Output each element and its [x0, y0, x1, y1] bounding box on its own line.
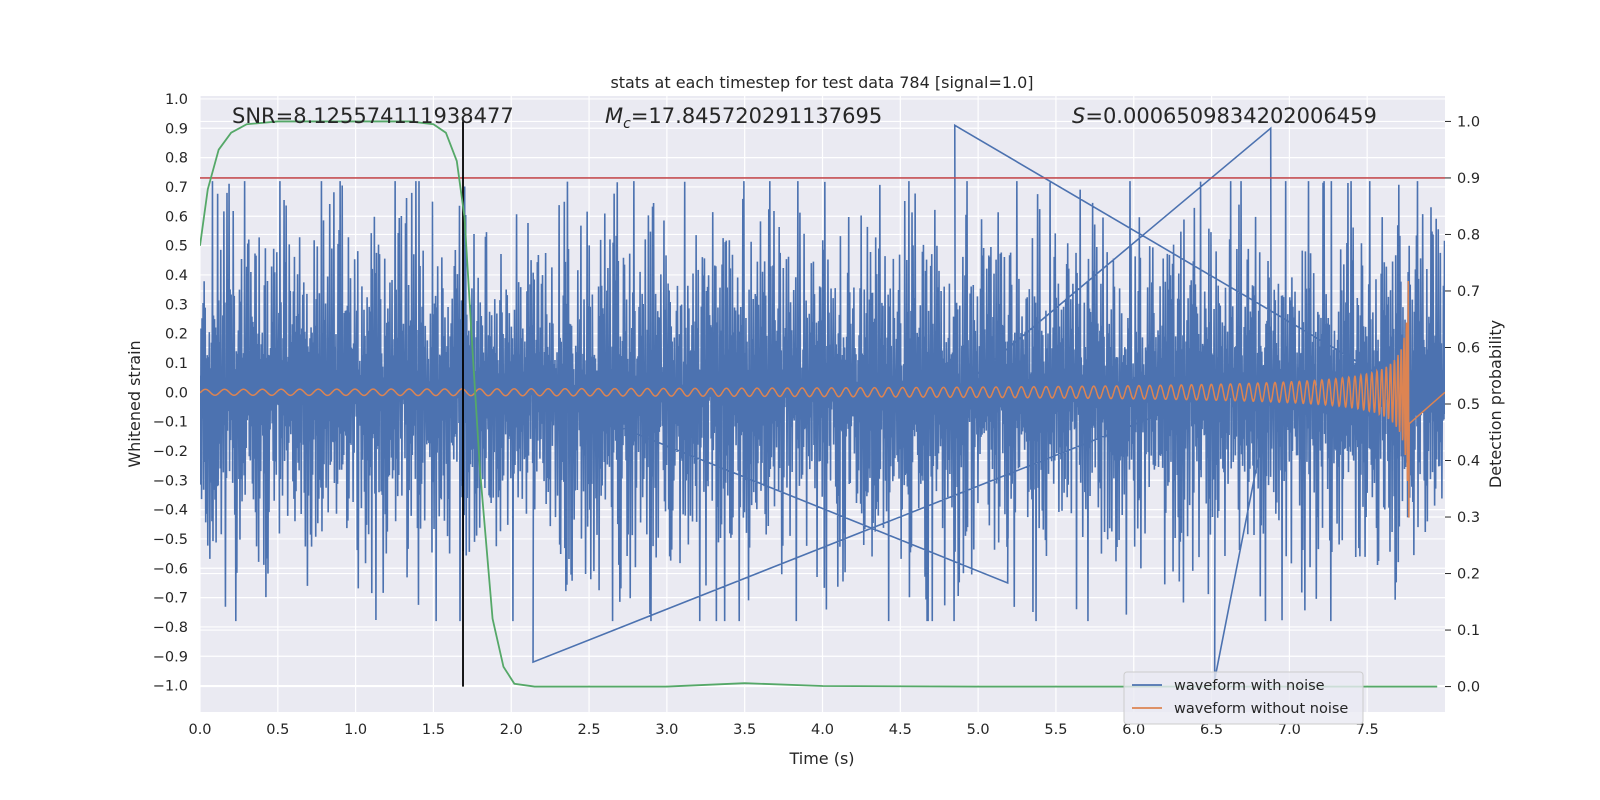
y-tick-label: −1.0: [153, 679, 188, 695]
y-tick-label: 0.7: [165, 180, 188, 196]
snr-annotation: SNR=8.125574111938477: [232, 104, 514, 128]
x-tick-label: 5.0: [967, 722, 990, 738]
x-tick-label: 0.5: [266, 722, 289, 738]
y2-tick-label: 1.0: [1457, 114, 1480, 130]
x-tick-label: 4.0: [811, 722, 834, 738]
y-tick-label: 0.9: [165, 121, 188, 137]
legend-label-clean: waveform without noise: [1174, 701, 1348, 717]
legend: waveform with noise waveform without noi…: [1123, 671, 1364, 725]
clean-waveform-line: [200, 280, 1445, 518]
y2-tick-label: 0.7: [1457, 284, 1480, 300]
y-tick-label: 0.3: [165, 297, 188, 313]
y2-tick-label: 0.0: [1457, 680, 1480, 696]
y2-tick-label: 0.6: [1457, 340, 1480, 356]
x-tick-label: 0.0: [188, 722, 211, 738]
chirp-mass-annotation: Mc=17.845720291137695: [605, 104, 882, 132]
legend-box: [1123, 671, 1364, 725]
y2-tick-label: 0.3: [1457, 510, 1480, 526]
y2-tick-label: 0.4: [1457, 454, 1480, 470]
y2-tick-label: 0.9: [1457, 171, 1480, 187]
y-tick-label: 0.8: [165, 151, 188, 167]
x-tick-label: 7.5: [1356, 722, 1379, 738]
y-tick-label: 0.4: [165, 268, 188, 284]
y2-tick-label: 0.5: [1457, 397, 1480, 413]
y-tick-label: −0.4: [153, 503, 188, 519]
x-tick-label: 1.5: [422, 722, 445, 738]
y-tick-label: 0.5: [165, 239, 188, 255]
y2-tick-label: 0.1: [1457, 623, 1480, 639]
x-tick-label: 2.0: [500, 722, 523, 738]
plot-content: [200, 120, 1445, 688]
x-tick-label: 1.0: [344, 722, 367, 738]
y-tick-label: 0.1: [165, 356, 188, 372]
y-tick-label: −0.5: [153, 532, 188, 548]
y-tick-label: −0.8: [153, 620, 188, 636]
detection-probability-line: [200, 120, 1438, 688]
legend-label-noisy: waveform with noise: [1174, 678, 1325, 694]
y-tick-label: 0.0: [165, 385, 188, 401]
y-tick-label: 0.2: [165, 327, 188, 343]
y-tick-label: −0.7: [153, 591, 188, 607]
x-tick-label: 6.0: [1122, 722, 1145, 738]
x-tick-label: 6.5: [1200, 722, 1223, 738]
y2-tick-label: 0.2: [1457, 567, 1480, 583]
y-tick-label: −0.9: [153, 649, 188, 665]
x-axis-label: Time (s): [788, 749, 854, 768]
y-tick-label: 1.0: [165, 92, 188, 108]
x-tick-label: 3.5: [733, 722, 756, 738]
x-tick-label: 5.5: [1044, 722, 1067, 738]
axes-ticks: 0.0 0.5 1.0 1.5 2.0 2.5 3.0 3.5 4.0 4.5 5.0 5.5 6.0 6…: [153, 92, 1480, 738]
y-tick-label: −0.2: [153, 444, 188, 460]
s-annotation: S=0.0006509834202006459: [1072, 104, 1377, 128]
y2-axis-label: Detection probability: [1486, 320, 1505, 488]
y-tick-label: 0.6: [165, 209, 188, 225]
noisy-waveform-line: [200, 123, 1445, 680]
y2-tick-label: 0.8: [1457, 227, 1480, 243]
x-tick-label: 2.5: [578, 722, 601, 738]
x-tick-label: 3.0: [655, 722, 678, 738]
x-tick-label: 7.0: [1278, 722, 1301, 738]
y-tick-label: −0.6: [153, 561, 188, 577]
y-tick-label: −0.3: [153, 473, 188, 489]
x-tick-label: 4.5: [889, 722, 912, 738]
chart-title: stats at each timestep for test data 784…: [610, 73, 1033, 92]
y-tick-label: −0.1: [153, 415, 188, 431]
y-axis-label: Whitened strain: [125, 340, 144, 467]
